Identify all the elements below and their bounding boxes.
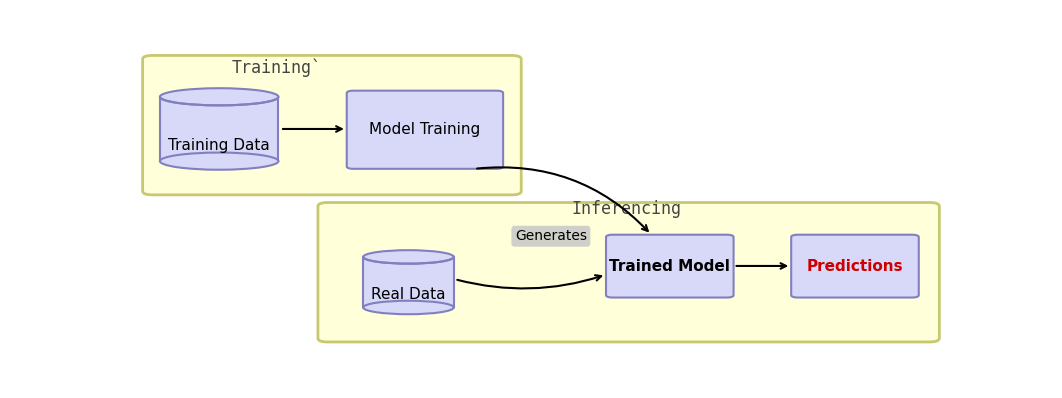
FancyBboxPatch shape <box>606 235 734 298</box>
FancyBboxPatch shape <box>142 55 521 195</box>
Text: Trained Model: Trained Model <box>610 259 731 273</box>
Text: Training`: Training` <box>232 59 322 77</box>
Ellipse shape <box>363 301 453 314</box>
Text: Real Data: Real Data <box>372 287 446 302</box>
Ellipse shape <box>363 250 453 263</box>
Text: Inferencing: Inferencing <box>571 200 682 218</box>
Text: Model Training: Model Training <box>370 122 481 137</box>
FancyBboxPatch shape <box>318 203 940 342</box>
Ellipse shape <box>160 88 278 105</box>
FancyBboxPatch shape <box>791 235 919 298</box>
Polygon shape <box>160 97 278 161</box>
FancyBboxPatch shape <box>346 91 503 169</box>
Text: Predictions: Predictions <box>807 259 904 273</box>
Text: Generates: Generates <box>515 229 587 243</box>
Ellipse shape <box>160 152 278 170</box>
Text: Training Data: Training Data <box>168 138 270 152</box>
Polygon shape <box>363 257 453 308</box>
